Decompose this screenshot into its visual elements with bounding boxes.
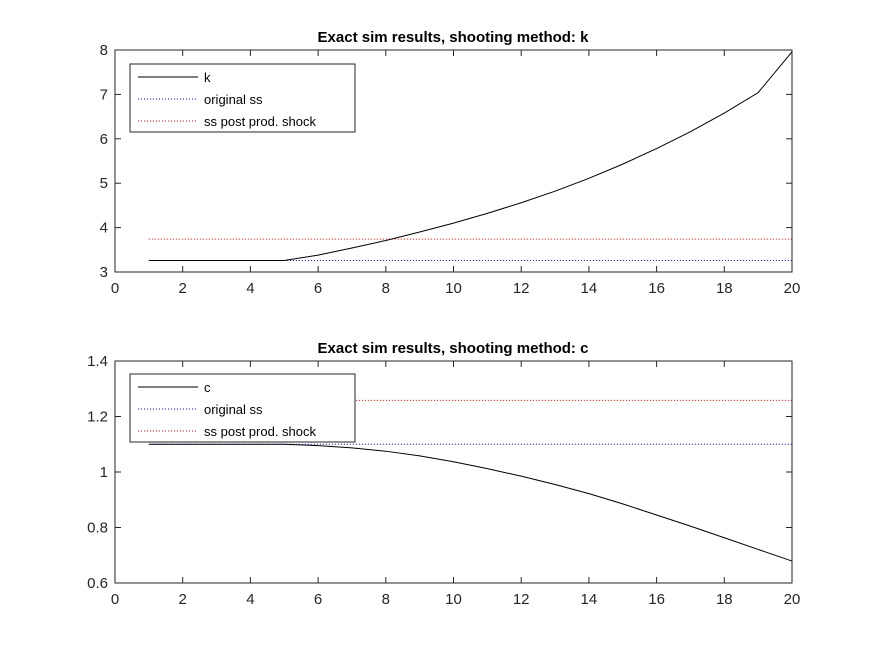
y-tick-label: 6 <box>100 131 108 148</box>
x-tick-label: 16 <box>648 280 665 297</box>
x-tick-label: 6 <box>314 280 322 297</box>
x-tick-label: 2 <box>179 280 187 297</box>
y-tick-label: 8 <box>100 42 108 59</box>
chart-k-panel: Exact sim results, shooting method: k 0 2… <box>100 29 801 297</box>
chart-c-panel: Exact sim results, shooting method: c 0 2… <box>87 340 800 608</box>
y-tick-label: 5 <box>100 175 108 192</box>
legend: c original ss ss post prod. shock <box>129 373 356 443</box>
legend-label: c <box>204 380 211 395</box>
x-tick-label: 4 <box>246 280 254 297</box>
x-tick-label: 14 <box>581 280 598 297</box>
y-tick-label: 4 <box>100 220 108 237</box>
legend-label: original ss <box>204 402 263 417</box>
chart-title: Exact sim results, shooting method: k <box>318 29 590 46</box>
x-tick-label: 0 <box>111 591 119 608</box>
y-tick-label: 1.4 <box>87 353 108 370</box>
x-tick-label: 8 <box>382 280 390 297</box>
x-tick-label: 12 <box>513 280 530 297</box>
series-line-k <box>148 51 793 261</box>
x-tick-label: 18 <box>716 280 733 297</box>
legend-box <box>129 373 356 443</box>
x-tick-label: 8 <box>382 591 390 608</box>
legend-label: ss post prod. shock <box>204 114 316 129</box>
legend: k original ss ss post prod. shock <box>129 63 356 133</box>
x-tick-label: 2 <box>179 591 187 608</box>
x-tick-label: 4 <box>246 591 254 608</box>
x-tick-label: 10 <box>445 280 462 297</box>
x-tick-label: 0 <box>111 280 119 297</box>
x-tick-label: 20 <box>784 591 801 608</box>
x-tick-label: 6 <box>314 591 322 608</box>
chart-title: Exact sim results, shooting method: c <box>318 340 589 357</box>
x-tick-label: 12 <box>513 591 530 608</box>
y-tick-label: 0.6 <box>87 575 108 592</box>
x-tick-label: 14 <box>581 591 598 608</box>
y-tick-label: 1.2 <box>87 409 108 426</box>
x-tick-label: 16 <box>648 591 665 608</box>
y-tick-label: 1 <box>100 464 108 481</box>
legend-label: original ss <box>204 92 263 107</box>
x-tick-label: 18 <box>716 591 733 608</box>
series-line-c <box>148 443 793 562</box>
x-tick-label: 20 <box>784 280 801 297</box>
y-tick-label: 3 <box>100 264 108 281</box>
legend-label: k <box>204 70 211 85</box>
legend-label: ss post prod. shock <box>204 424 316 439</box>
legend-box <box>129 63 356 133</box>
x-tick-label: 10 <box>445 591 462 608</box>
y-tick-label: 7 <box>100 86 108 103</box>
y-tick-label: 0.8 <box>87 520 108 537</box>
